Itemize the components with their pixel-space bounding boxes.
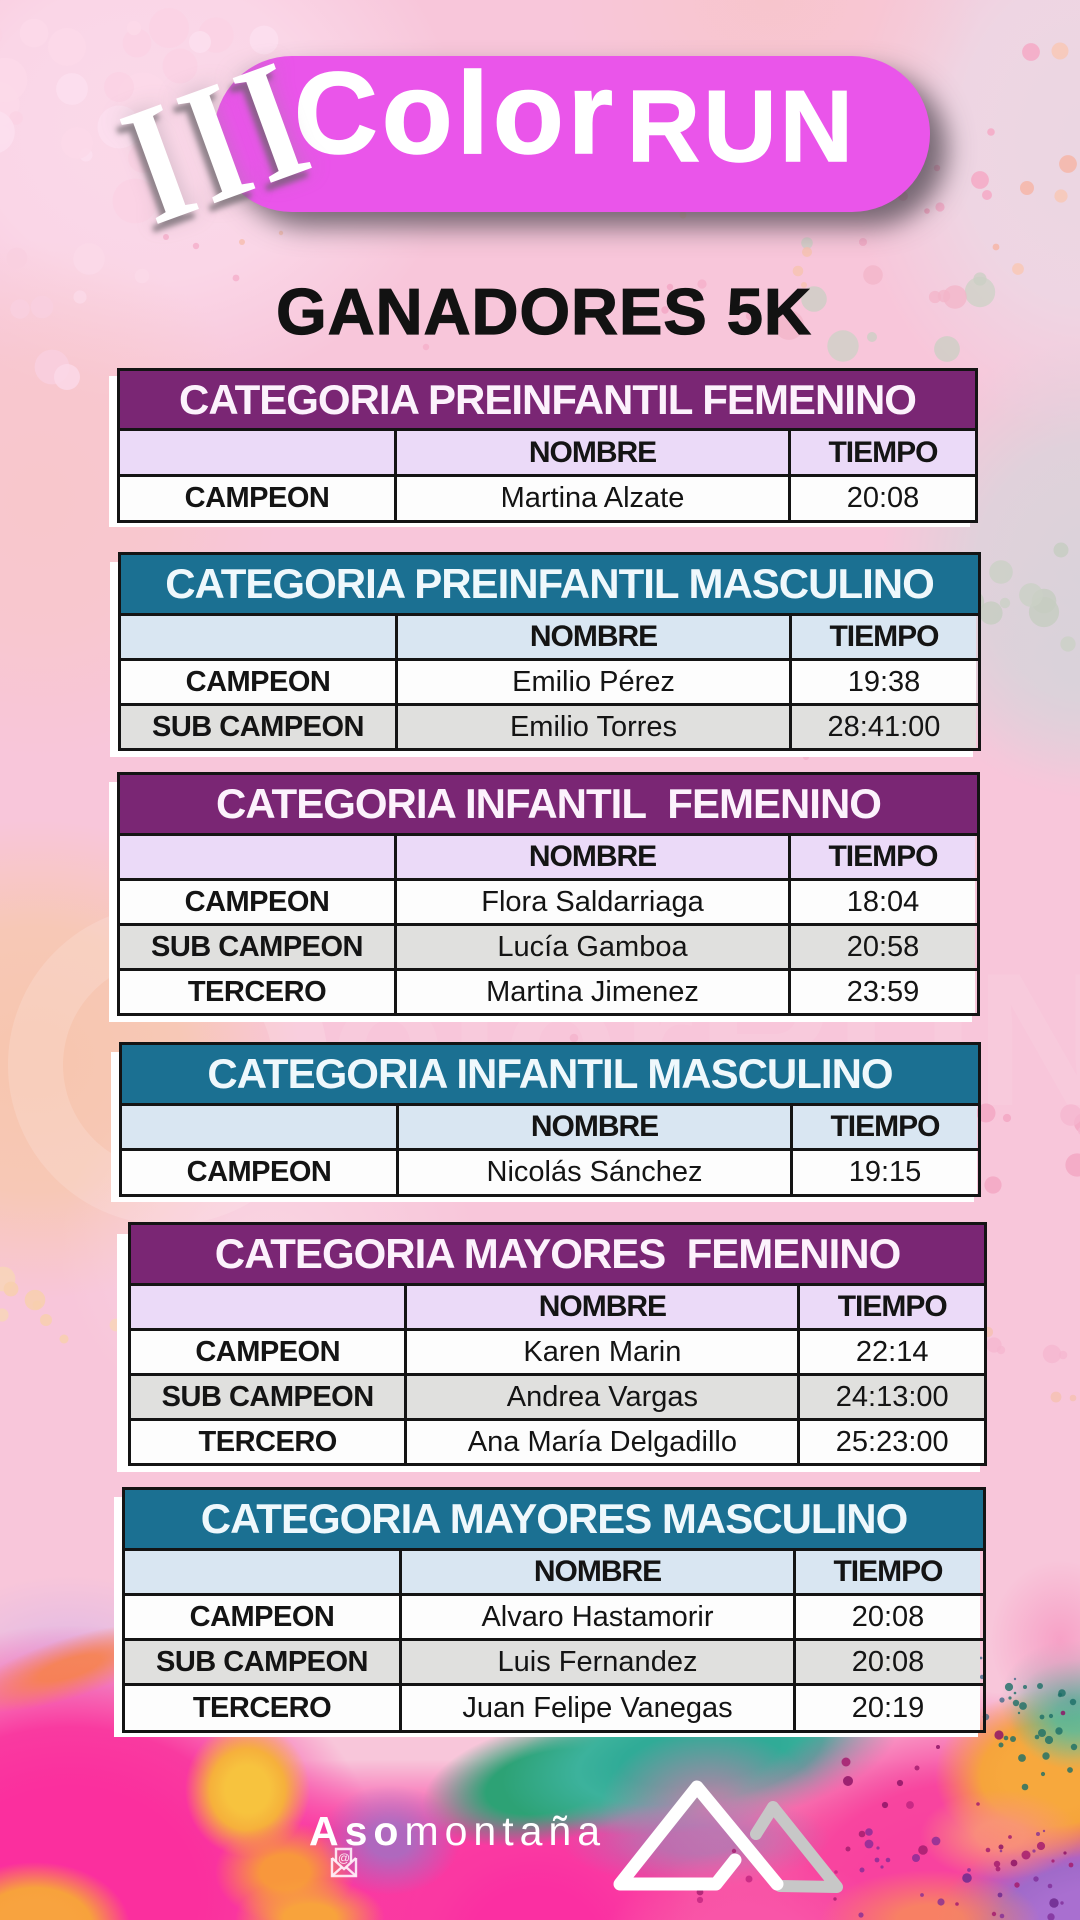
svg-text:@: @ bbox=[338, 1851, 350, 1865]
